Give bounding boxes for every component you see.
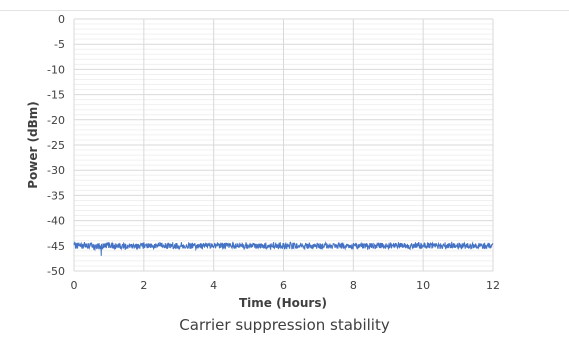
y-tick-label: -35 bbox=[47, 189, 65, 202]
top-divider bbox=[0, 10, 569, 11]
y-tick-label: 0 bbox=[58, 13, 65, 26]
x-tick-label: 12 bbox=[486, 279, 500, 292]
y-tick-label: -45 bbox=[47, 240, 65, 253]
x-tick-label: 4 bbox=[210, 279, 217, 292]
y-tick-label: -25 bbox=[47, 139, 65, 152]
y-tick-label: -40 bbox=[47, 215, 65, 228]
x-tick-label: 2 bbox=[140, 279, 147, 292]
power-vs-time-chart: 0 -5 -10 -15 -20 -25 -30 -35 -40 -45 -50 0 2 4 6 8 10 12… bbox=[26, 13, 501, 310]
y-tick-label: -20 bbox=[47, 114, 65, 127]
grid bbox=[73, 18, 494, 272]
y-tick-labels: 0 -5 -10 -15 -20 -25 -30 -35 -40 -45 -50 bbox=[47, 13, 65, 278]
y-tick-label: -5 bbox=[54, 38, 65, 51]
x-tick-label: 6 bbox=[280, 279, 287, 292]
chart-caption: Carrier suppression stability bbox=[179, 316, 390, 334]
y-tick-label: -15 bbox=[47, 89, 65, 102]
x-axis-title: Time (Hours) bbox=[239, 296, 327, 310]
x-tick-labels: 0 2 4 6 8 10 12 bbox=[71, 279, 501, 292]
x-tick-label: 10 bbox=[416, 279, 430, 292]
x-tick-label: 0 bbox=[71, 279, 78, 292]
y-tick-label: -50 bbox=[47, 265, 65, 278]
series-line bbox=[73, 240, 494, 256]
x-tick-label: 8 bbox=[350, 279, 357, 292]
y-tick-label: -10 bbox=[47, 63, 65, 76]
y-tick-label: -30 bbox=[47, 164, 65, 177]
y-axis-title: Power (dBm) bbox=[26, 101, 40, 189]
series-group bbox=[73, 240, 494, 256]
